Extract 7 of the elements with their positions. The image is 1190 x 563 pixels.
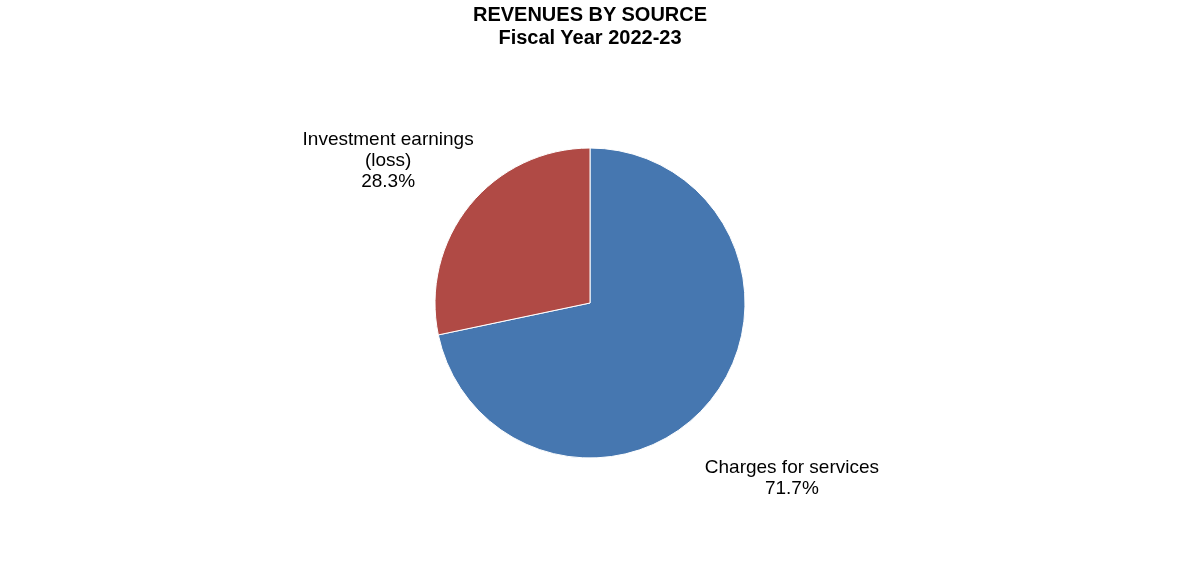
data-label: 28.3% bbox=[361, 170, 416, 192]
slice-label: Charges for services bbox=[704, 455, 879, 477]
chart-subtitle: Fiscal Year 2022-23 bbox=[498, 26, 682, 48]
slice-label: Investment earnings (loss) bbox=[302, 128, 474, 171]
pie-slice bbox=[437, 147, 746, 459]
data-label: 71.7% bbox=[764, 476, 819, 498]
chart-title: REVENUES BY SOURCE bbox=[472, 3, 708, 25]
